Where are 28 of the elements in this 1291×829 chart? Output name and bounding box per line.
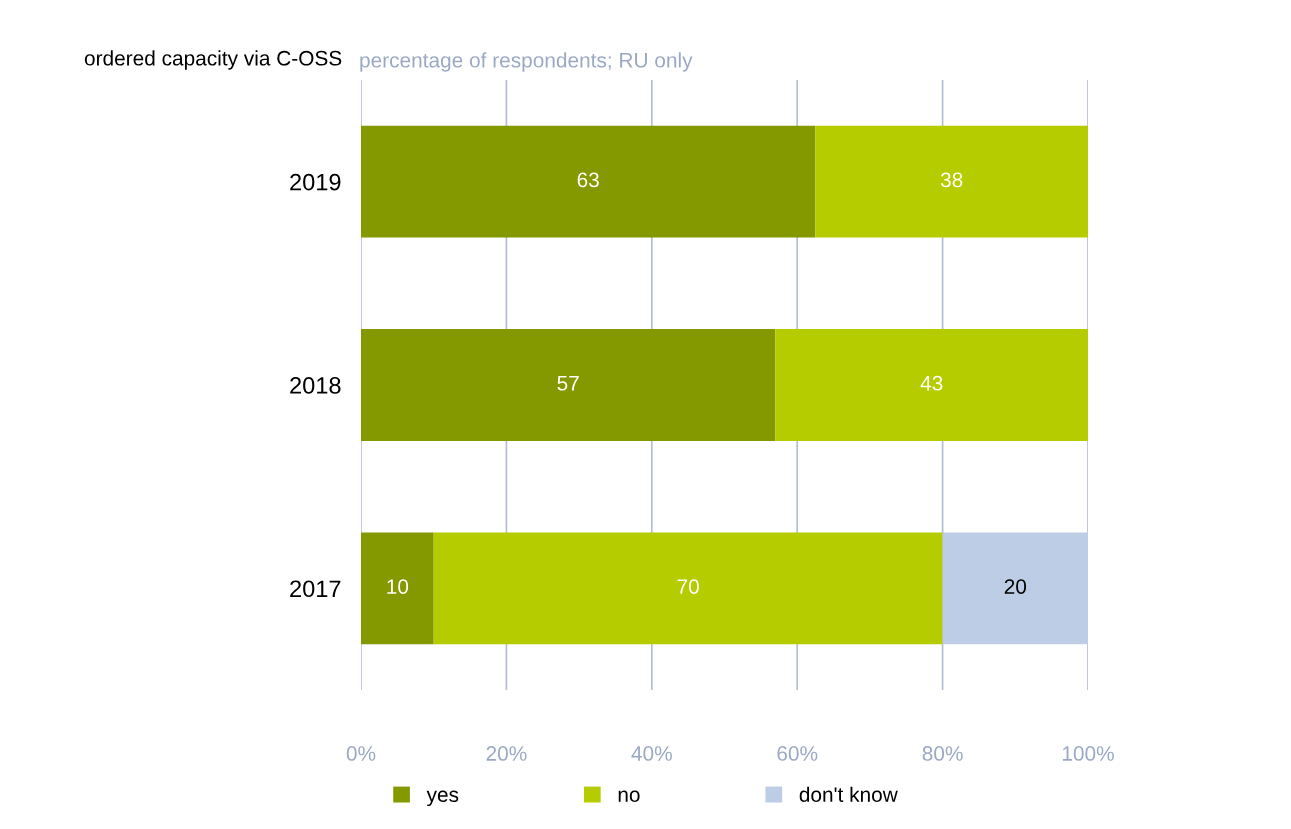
bar	[775, 329, 1088, 441]
bar	[361, 125, 816, 238]
data-label: 20	[1004, 579, 1027, 594]
bar	[361, 329, 776, 441]
data-label: 70	[677, 579, 699, 594]
legend-label: no	[618, 790, 640, 802]
x-tick-label: 0%	[346, 746, 376, 761]
x-tick-label: 40%	[631, 746, 672, 761]
bar	[433, 532, 943, 645]
data-label: 10	[387, 579, 409, 594]
bar	[942, 532, 1088, 645]
bar	[361, 532, 434, 645]
bar	[815, 125, 1088, 238]
y-tick-label: 2017	[290, 580, 341, 598]
y-tick-label: 2019	[290, 173, 341, 191]
data-label: 38	[940, 172, 963, 188]
y-tick-label: 2018	[290, 377, 341, 394]
legend-label: don't know	[799, 786, 898, 802]
data-label: 57	[557, 376, 579, 391]
x-tick-label: 60%	[777, 746, 818, 761]
data-label: 63	[577, 172, 599, 188]
x-tick-label: 20%	[486, 746, 527, 761]
chart-title: ordered capacity via C-OSS	[84, 50, 342, 70]
x-tick-label: 80%	[922, 746, 963, 761]
legend-label: yes	[426, 790, 459, 807]
chart-subtitle: percentage of respondents; RU only	[360, 52, 693, 72]
data-label: 43	[920, 375, 943, 391]
x-tick-label: 100%	[1062, 746, 1114, 761]
